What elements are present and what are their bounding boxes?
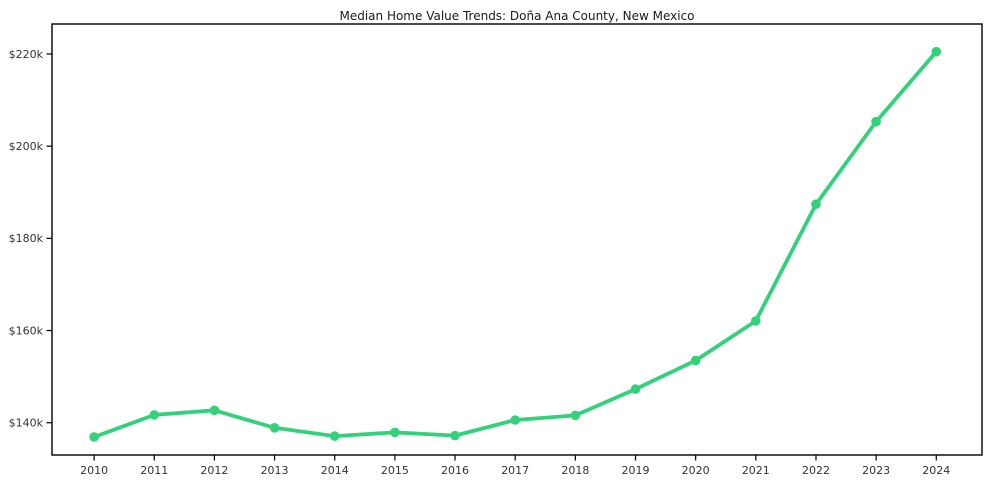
data-point-2013 — [269, 423, 280, 433]
data-point-2022 — [811, 199, 821, 209]
x-tick-label: 2021 — [742, 464, 770, 477]
x-tick-label: 2024 — [922, 464, 950, 477]
x-tick-label: 2017 — [501, 464, 529, 477]
data-point-2020 — [690, 355, 701, 366]
x-tick-label: 2019 — [622, 464, 650, 477]
data-point-2016 — [450, 430, 460, 441]
data-point-2018 — [570, 410, 581, 421]
x-tick-label: 2023 — [862, 464, 890, 477]
data-point-2015 — [390, 427, 400, 438]
data-point-2017 — [510, 415, 520, 425]
y-tick-label: $200k — [9, 140, 44, 153]
plot-border — [51, 23, 983, 456]
x-tick-label: 2012 — [200, 464, 228, 477]
x-tick-label: 2018 — [561, 464, 589, 477]
x-tick-label: 2020 — [682, 464, 710, 477]
x-tick-label: 2022 — [802, 464, 830, 477]
y-tick-label: $160k — [9, 324, 44, 337]
trend-line — [92, 49, 939, 439]
data-point-2010 — [89, 432, 99, 442]
x-tick-label: 2016 — [441, 464, 469, 477]
data-point-2024 — [931, 46, 942, 57]
y-tick-label: $180k — [9, 232, 44, 245]
x-tick-label: 2014 — [321, 464, 349, 477]
y-tick-label: $140k — [9, 417, 44, 430]
x-tick-label: 2011 — [140, 464, 168, 477]
x-tick-label: 2015 — [381, 464, 409, 477]
chart-title: Median Home Value Trends: Doña Ana Count… — [339, 9, 695, 23]
data-point-2021 — [751, 316, 761, 326]
data-point-2011 — [149, 410, 160, 420]
data-point-2014 — [329, 431, 340, 441]
x-tick-label: 2010 — [80, 464, 108, 477]
data-point-2019 — [630, 384, 641, 394]
y-tick-label: $220k — [9, 48, 44, 61]
x-tick-label: 2013 — [261, 464, 289, 477]
data-point-2012 — [209, 405, 220, 416]
data-point-2023 — [871, 116, 881, 127]
